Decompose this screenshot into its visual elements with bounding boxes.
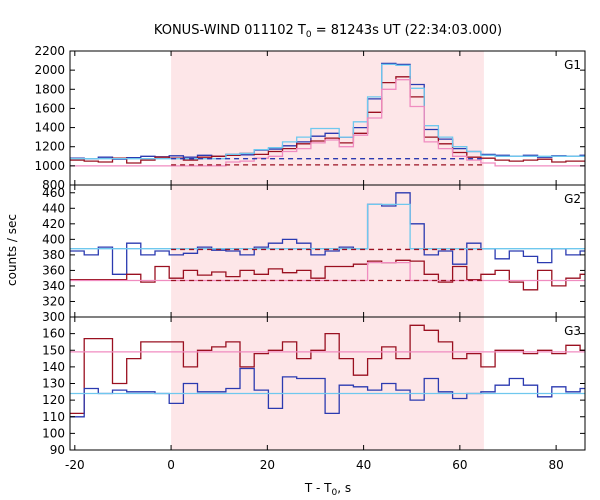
y-tick-label: 380 (42, 248, 65, 262)
chart-title: KONUS-WIND 011102 T0 = 81243s UT (22:34:… (154, 23, 502, 40)
y-tick-label: 160 (42, 327, 65, 341)
y-tick-label: 1400 (34, 121, 65, 135)
y-tick-label: 1600 (34, 101, 65, 115)
x-label-suffix: , s (337, 481, 351, 495)
y-axis-label: counts / sec (5, 214, 19, 286)
plot-area (70, 192, 585, 291)
y-tick-label: 2000 (34, 63, 65, 77)
y-tick-label: 320 (42, 294, 65, 308)
x-tick-label: 40 (356, 458, 371, 472)
y-tick-label: 100 (42, 426, 65, 440)
panel-label: G1 (564, 58, 581, 72)
y-tick-label: 110 (42, 410, 65, 424)
title-subscript: 0 (306, 30, 312, 40)
panel-g3: 90 100 110 120 130 140 150 160 G3 (42, 316, 586, 457)
y-tick-label: 400 (42, 232, 65, 246)
panel-label: G2 (564, 192, 581, 206)
series-line-pink (70, 261, 585, 282)
x-tick-label: 20 (260, 458, 275, 472)
y-tick-label: 2200 (34, 44, 65, 58)
highlight-interval (171, 51, 484, 185)
panels-group: 8001000120014001600180020002200G13003203… (34, 44, 586, 472)
y-tick-label: 1000 (34, 159, 65, 173)
y-tick-label: 800 (42, 178, 65, 192)
x-tick-label: -20 (65, 458, 85, 472)
highlight-interval (171, 317, 484, 450)
panel-label: G3 (564, 324, 581, 338)
series-line-dark_red (70, 259, 585, 291)
x-tick-label: 60 (452, 458, 467, 472)
x-label-subscript: 0 (332, 488, 338, 498)
y-tick-label: 90 (50, 443, 65, 457)
title-suffix: = 81243s UT (22:34:03.000) (312, 23, 502, 38)
y-tick-label: 1800 (34, 82, 65, 96)
y-tick-label: 120 (42, 393, 65, 407)
y-tick-label: 420 (42, 217, 65, 231)
series-line-dark_red (70, 324, 585, 415)
series-line-cyan (70, 203, 585, 250)
x-tick-label: 0 (167, 458, 175, 472)
panel-g1: 800 1000 1200 1400 1600 1800 2000 2200 G1 (34, 44, 586, 192)
series-line-cyan (70, 63, 585, 160)
plot-area (70, 62, 585, 167)
y-tick-label: 140 (42, 360, 65, 374)
y-tick-label: 360 (42, 263, 65, 277)
y-tick-label: 300 (42, 310, 65, 324)
x-tick-label: 80 (548, 458, 563, 472)
y-tick-label: 130 (42, 377, 65, 391)
y-tick-label: 1200 (34, 140, 65, 154)
series-line-blue (70, 367, 585, 418)
y-tick-label: 440 (42, 201, 65, 215)
y-tick-label: 340 (42, 279, 65, 293)
x-axis-label: T - T0, s (304, 481, 351, 498)
y-tick-label: 150 (42, 343, 65, 357)
plot-area (70, 324, 585, 418)
y-tick-label: 460 (42, 186, 65, 200)
